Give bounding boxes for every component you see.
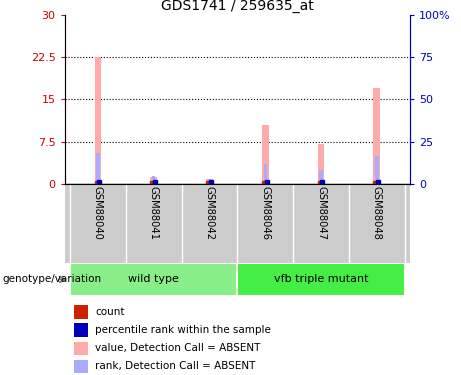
Text: GSM88040: GSM88040 [93, 186, 103, 240]
Bar [264, 164, 267, 184]
Bar [96, 153, 100, 184]
Text: GSM88041: GSM88041 [149, 186, 159, 240]
Bar [74, 360, 88, 373]
Bar [208, 179, 211, 184]
Bar [70, 262, 237, 296]
Bar [375, 156, 378, 184]
Text: GSM88046: GSM88046 [260, 186, 270, 240]
Bar [237, 262, 405, 296]
Bar [74, 323, 88, 337]
Bar [152, 177, 155, 184]
Text: GSM88047: GSM88047 [316, 186, 326, 240]
Title: GDS1741 / 259635_at: GDS1741 / 259635_at [161, 0, 314, 13]
Text: rank, Detection Call = ABSENT: rank, Detection Call = ABSENT [95, 362, 255, 371]
Text: vfb triple mutant: vfb triple mutant [274, 274, 368, 284]
Bar [318, 144, 325, 184]
Bar [206, 179, 213, 184]
Text: GSM88048: GSM88048 [372, 186, 382, 240]
Bar [74, 305, 88, 319]
Text: count: count [95, 307, 124, 317]
Bar [150, 177, 157, 184]
Bar [95, 57, 101, 184]
Bar [74, 342, 88, 355]
Bar [262, 124, 269, 184]
Text: percentile rank within the sample: percentile rank within the sample [95, 325, 271, 335]
Text: genotype/variation: genotype/variation [2, 274, 101, 284]
Bar [319, 170, 323, 184]
Text: wild type: wild type [128, 274, 179, 284]
Text: value, Detection Call = ABSENT: value, Detection Call = ABSENT [95, 343, 260, 353]
Bar [373, 88, 380, 184]
Text: GSM88042: GSM88042 [205, 186, 214, 240]
